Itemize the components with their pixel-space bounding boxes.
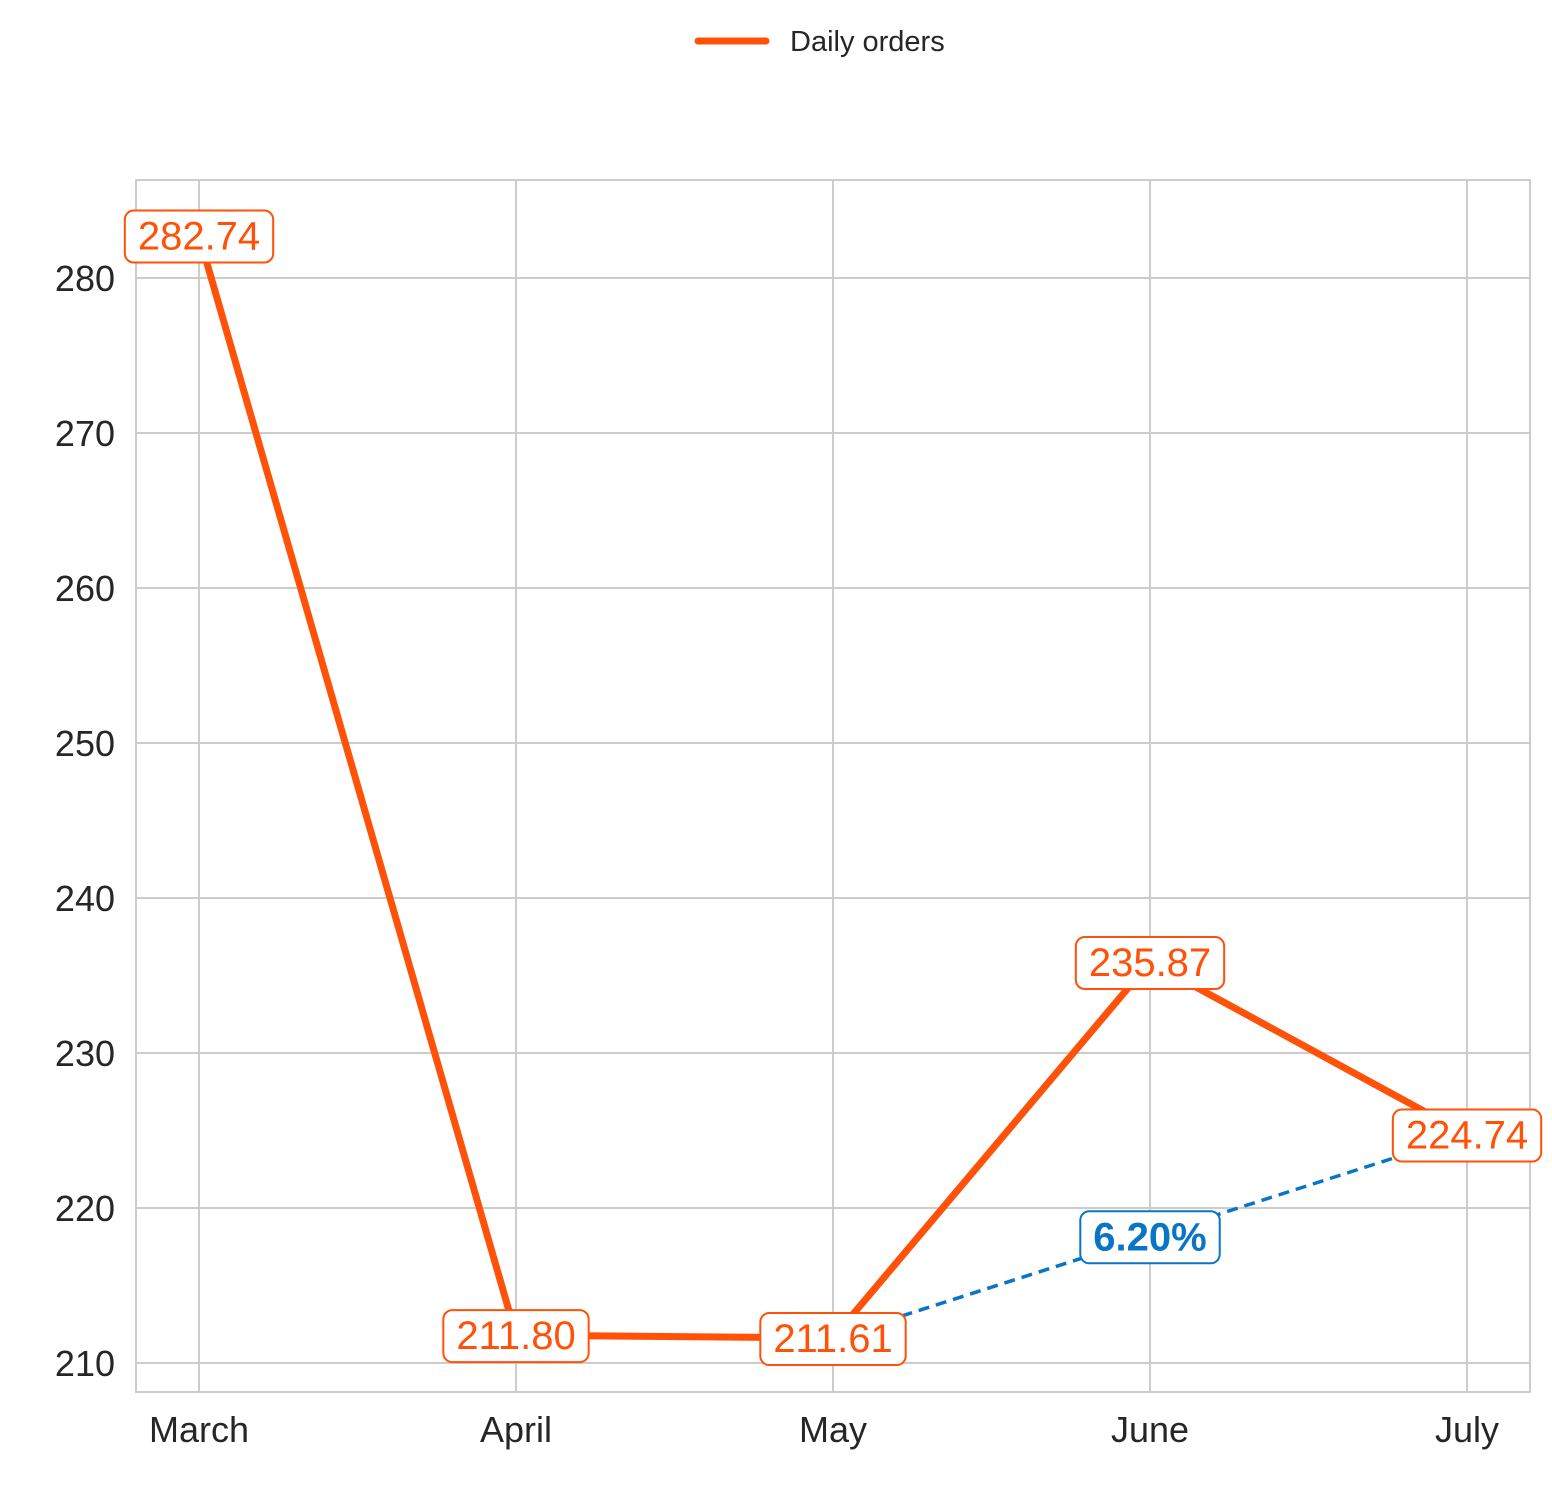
x-tick-label: March bbox=[149, 1409, 249, 1450]
data-label: 282.74 bbox=[138, 215, 260, 259]
y-tick-label: 260 bbox=[55, 568, 115, 609]
change-percent-box bbox=[1079, 1210, 1221, 1265]
data-label: 224.74 bbox=[1406, 1114, 1528, 1158]
y-axis: 210 220 230 240 250 260 270 280 bbox=[55, 258, 115, 1384]
data-labels: 282.74 211.80 211.61 235.87 224.74 bbox=[123, 209, 1543, 1367]
x-tick-label: July bbox=[1435, 1409, 1499, 1450]
data-label-box bbox=[1391, 1108, 1543, 1163]
y-tick-label: 240 bbox=[55, 878, 115, 919]
y-tick-label: 230 bbox=[55, 1033, 115, 1074]
y-tick-label: 220 bbox=[55, 1188, 115, 1229]
data-label-box bbox=[1074, 936, 1226, 991]
data-label: 211.80 bbox=[456, 1314, 575, 1358]
x-axis: March April May June July bbox=[149, 1409, 1499, 1450]
data-label-group: 282.74 bbox=[123, 209, 275, 264]
y-tick-label: 280 bbox=[55, 258, 115, 299]
data-label-box bbox=[442, 1309, 590, 1364]
data-label-box bbox=[123, 209, 275, 264]
plot-frame bbox=[135, 179, 1531, 1393]
y-tick-label: 250 bbox=[55, 723, 115, 764]
change-annotation: 6.20% bbox=[832, 1132, 1468, 1340]
y-tick-label: 270 bbox=[55, 413, 115, 454]
legend-label-daily-orders: Daily orders bbox=[790, 26, 945, 58]
grid bbox=[136, 180, 1530, 1392]
data-label-group: 211.80 bbox=[442, 1309, 590, 1364]
x-tick-label: May bbox=[799, 1409, 867, 1450]
data-label: 235.87 bbox=[1089, 941, 1211, 985]
change-percent-label: 6.20% bbox=[1093, 1215, 1206, 1259]
data-label-box bbox=[759, 1312, 907, 1367]
y-tick-label: 210 bbox=[55, 1343, 115, 1384]
x-tick-label: June bbox=[1111, 1409, 1189, 1450]
x-tick-label: April bbox=[480, 1409, 552, 1450]
data-label: 211.61 bbox=[773, 1317, 892, 1361]
data-label-group: 235.87 bbox=[1074, 936, 1226, 991]
data-label-group: 224.74 bbox=[1391, 1108, 1543, 1163]
data-label-group: 211.61 bbox=[759, 1312, 907, 1367]
legend: Daily orders bbox=[694, 26, 945, 58]
